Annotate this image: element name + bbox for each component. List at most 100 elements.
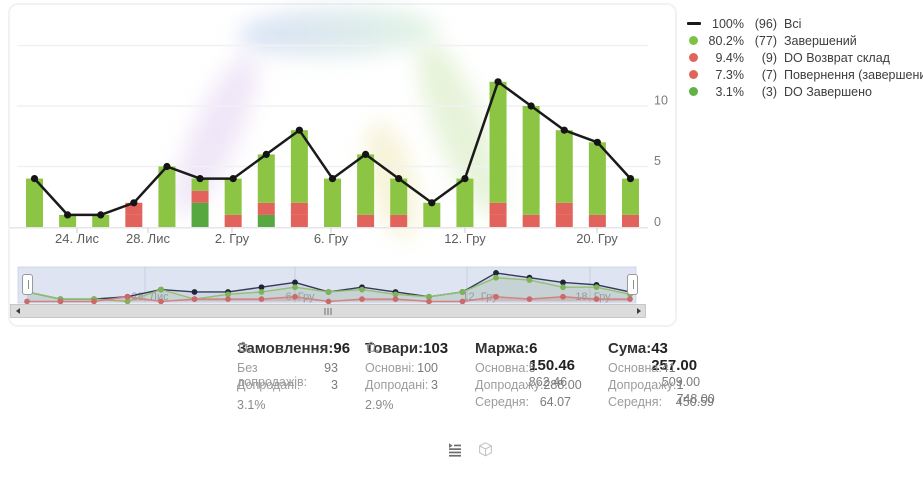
nav-completed-point — [158, 286, 164, 293]
legend-percent: 7.3% — [715, 67, 745, 82]
legend-count: (96) — [754, 16, 777, 31]
bar-segment[interactable] — [621, 178, 639, 215]
bar-segment[interactable] — [555, 214, 573, 227]
bar-segment[interactable] — [191, 190, 209, 203]
bar-segment[interactable] — [290, 130, 308, 203]
nav-returns-point — [459, 298, 466, 305]
nav-completed-point — [493, 274, 499, 281]
stat-sub-label: Допродажу: — [608, 378, 677, 392]
line-point[interactable] — [229, 175, 237, 183]
bar-segment[interactable] — [522, 214, 540, 227]
line-point[interactable] — [560, 126, 568, 134]
bar-segment[interactable] — [290, 214, 308, 227]
line-point[interactable] — [527, 102, 535, 110]
bar-segment[interactable] — [456, 178, 474, 227]
legend-item[interactable]: 100% (96) Всі — [686, 15, 923, 32]
bar-segment[interactable] — [621, 214, 639, 227]
nav-completed-point — [459, 289, 466, 295]
navigator-handle-right[interactable] — [627, 274, 638, 295]
stat-sub-row: Середня: 64.07 — [475, 395, 571, 412]
bar-segment[interactable] — [323, 178, 341, 227]
scroll-left-button[interactable] — [11, 305, 24, 317]
bar-segment[interactable] — [191, 178, 209, 191]
line-point[interactable] — [461, 175, 469, 183]
nav-returns-area — [27, 296, 630, 302]
chart-scrollbar[interactable] — [10, 304, 646, 318]
bar-segment[interactable] — [92, 214, 110, 227]
bar-segment[interactable] — [125, 214, 143, 227]
stat-column: Маржа: 6 150.46 Основна: 5 862.46 Допродажу:… — [475, 340, 582, 412]
color-swatch — [689, 70, 698, 79]
scrollbar-grip[interactable] — [322, 307, 335, 316]
stat-total-value: 96 — [333, 340, 351, 357]
legend-item[interactable]: 9.4% (9) DO Возврат склад — [686, 49, 923, 66]
bar-segment[interactable] — [224, 178, 242, 215]
bar-segment[interactable] — [489, 202, 507, 215]
bar-segment[interactable] — [257, 202, 275, 215]
bar-segment[interactable] — [357, 154, 375, 215]
nav-returns-point — [325, 298, 332, 305]
line-point[interactable] — [395, 175, 403, 183]
legend-item[interactable]: 80.2% (77) Завершений — [686, 32, 923, 49]
line-point[interactable] — [362, 150, 370, 158]
line-point[interactable] — [97, 211, 105, 219]
legend-label: Завершений — [784, 33, 857, 48]
package-icon[interactable] — [477, 441, 494, 458]
stat-sub-label: Допродані: — [365, 378, 429, 392]
line-point[interactable] — [626, 175, 635, 183]
line-point[interactable] — [295, 126, 303, 134]
bar-segment[interactable] — [489, 214, 507, 227]
bar-segment[interactable] — [191, 202, 209, 227]
bar-segment[interactable] — [158, 166, 176, 228]
list-view-icon[interactable] — [446, 441, 463, 458]
nav-completed-point — [426, 293, 432, 300]
stat-sub-row: Основна: 41 509.00 — [608, 361, 714, 389]
line-point[interactable] — [494, 78, 502, 86]
legend-item[interactable]: 3.1% (3) DO Завершено — [686, 83, 923, 100]
orders-chart: 24. Лис 28. Лис 2. Гру 6. Гру 12. Гру 20. Гру… — [10, 44, 668, 246]
legend-label: DO Возврат склад — [784, 50, 890, 65]
nav-completed-point — [325, 289, 332, 295]
stat-sub-value: 41 509.00 — [661, 361, 701, 389]
line-point[interactable] — [130, 199, 138, 207]
nav-returns-point — [426, 298, 432, 305]
bar-segment[interactable] — [290, 202, 308, 215]
bar-segment[interactable] — [26, 178, 43, 227]
bar-segment[interactable] — [257, 154, 275, 203]
bar-segment[interactable] — [59, 214, 77, 227]
bar-segment[interactable] — [522, 106, 540, 215]
bar-segment[interactable] — [257, 214, 275, 227]
nav-completed-area — [27, 277, 630, 302]
bar-segment[interactable] — [423, 202, 441, 227]
nav-total-point — [560, 279, 566, 286]
bar-segment[interactable] — [588, 142, 606, 215]
nav-completed-point — [258, 289, 265, 295]
line-point[interactable] — [262, 150, 270, 158]
bar-segment[interactable] — [555, 130, 573, 203]
line-point[interactable] — [30, 175, 39, 183]
avg-basket-percent: 2.9% — [365, 398, 394, 412]
nav-total-point — [493, 270, 499, 276]
line-point[interactable] — [328, 175, 337, 183]
nav-returns-point — [359, 296, 365, 303]
legend-percent: 100% — [712, 16, 744, 31]
line-point[interactable] — [428, 199, 436, 207]
line-point[interactable] — [593, 138, 601, 146]
bar-segment[interactable] — [125, 202, 143, 215]
x-axis-label: 20. Гру — [576, 231, 618, 246]
legend-item[interactable]: 7.3% (7) Повернення (завершений) — [686, 66, 923, 83]
bar-segment[interactable] — [357, 214, 375, 227]
line-point[interactable] — [64, 211, 72, 219]
scroll-right-button[interactable] — [632, 305, 645, 317]
bar-segment[interactable] — [224, 214, 242, 227]
navigator-handle-left[interactable] — [22, 274, 33, 295]
nav-completed-point — [225, 291, 231, 298]
stat-sub-value: 64.07 — [539, 395, 571, 409]
bar-segment[interactable] — [390, 214, 408, 227]
bar-segment[interactable] — [555, 202, 573, 215]
line-point[interactable] — [163, 162, 171, 171]
line-point[interactable] — [196, 175, 204, 183]
bar-segment[interactable] — [588, 214, 606, 227]
avg-basket-row: 3.1% — [237, 341, 338, 414]
